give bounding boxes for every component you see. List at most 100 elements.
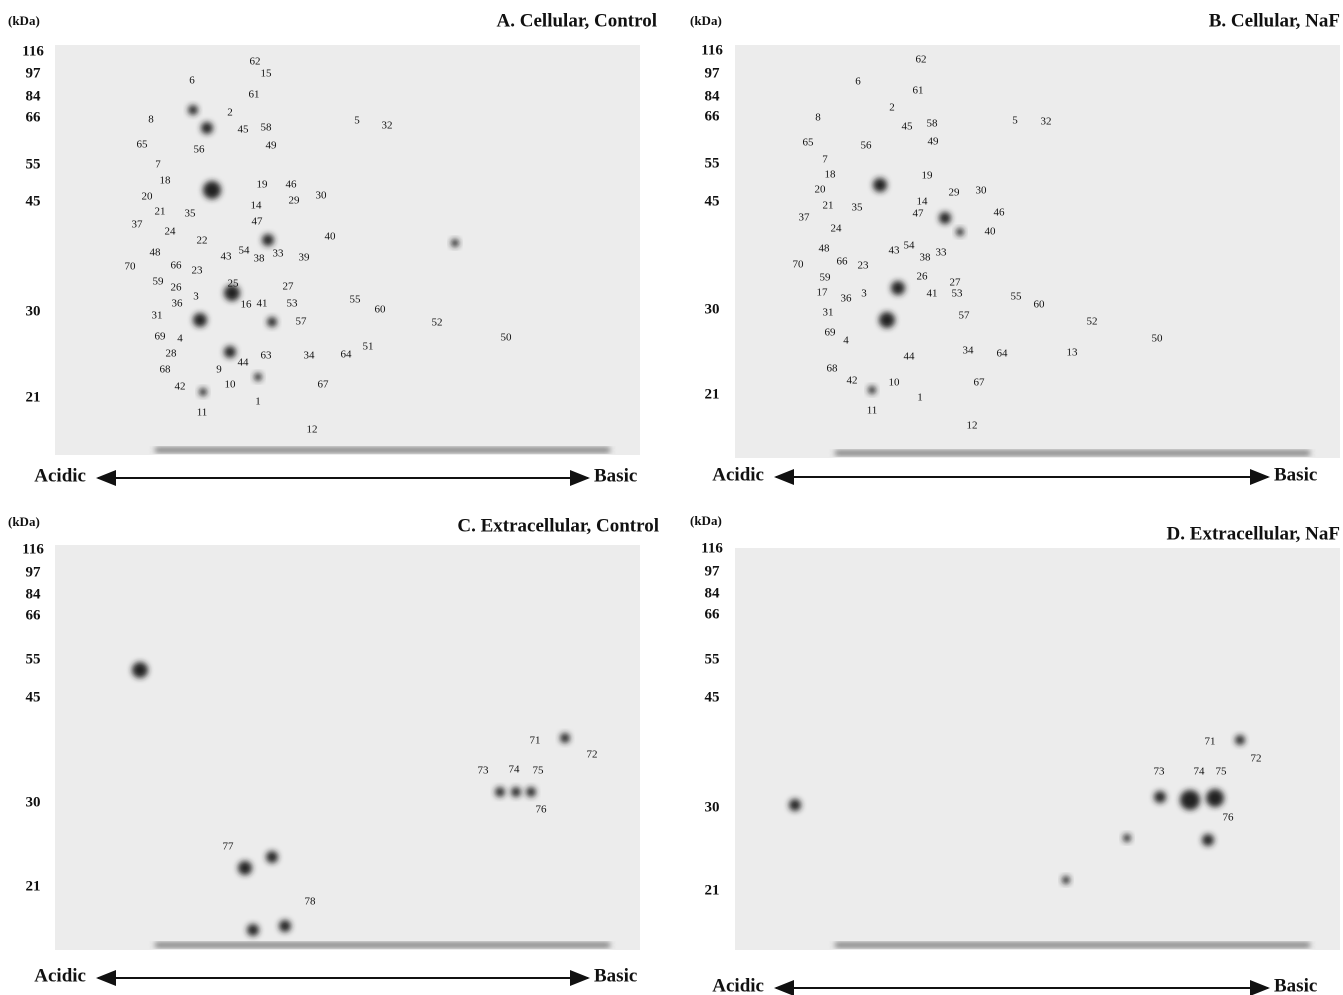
spot-label: 58 xyxy=(927,118,939,130)
mw-marker: 30 xyxy=(705,301,720,317)
gel-bottom xyxy=(155,943,610,947)
panel-title: B. Cellular, NaF xyxy=(1209,10,1340,31)
spot-label: 56 xyxy=(861,140,873,152)
spot-label: 72 xyxy=(1251,753,1262,765)
spot-label: 23 xyxy=(858,260,870,272)
mw-marker: 84 xyxy=(26,88,42,104)
mw-marker: 66 xyxy=(26,607,42,623)
spot xyxy=(891,281,905,295)
spot-label: 51 xyxy=(363,341,374,353)
spot-label: 3 xyxy=(861,288,867,300)
spot-label: 40 xyxy=(325,231,337,243)
spot-label: 37 xyxy=(132,219,144,231)
spot xyxy=(201,122,213,134)
mw-marker: 116 xyxy=(701,42,723,58)
spot-label: 27 xyxy=(283,281,295,293)
spot-label: 28 xyxy=(166,348,178,360)
spot-label: 73 xyxy=(1154,766,1166,778)
spot-label: 68 xyxy=(160,364,172,376)
spot-label: 43 xyxy=(221,251,233,263)
spot xyxy=(1123,834,1131,842)
acidic-label: Acidic xyxy=(34,465,86,486)
mw-marker: 84 xyxy=(705,585,721,601)
spot xyxy=(1062,876,1070,884)
spot-label: 49 xyxy=(928,136,940,148)
spot-label: 37 xyxy=(799,212,811,224)
spot-label: 44 xyxy=(238,357,250,369)
spot-label: 29 xyxy=(949,187,961,199)
spot xyxy=(199,388,207,396)
spot-label: 53 xyxy=(952,288,964,300)
gel-bottom xyxy=(835,943,1310,947)
spot-label: 11 xyxy=(867,405,878,417)
gel xyxy=(735,548,1340,950)
spot-label: 10 xyxy=(889,377,901,389)
spot-label: 49 xyxy=(266,140,278,152)
spot-label: 55 xyxy=(1011,291,1023,303)
spot xyxy=(132,662,148,678)
mw-marker: 116 xyxy=(701,540,723,556)
spot xyxy=(238,861,252,875)
spot-label: 36 xyxy=(841,293,853,305)
spot xyxy=(279,920,291,932)
spot-label: 2 xyxy=(889,102,895,114)
mw-marker: 45 xyxy=(705,193,720,209)
spot-label: 50 xyxy=(1152,333,1164,345)
spot-label: 60 xyxy=(375,304,387,316)
acidic-label: Acidic xyxy=(712,464,764,485)
spot-label: 66 xyxy=(837,256,849,268)
gel-bottom xyxy=(835,451,1310,455)
mw-marker: 55 xyxy=(705,651,720,667)
spot xyxy=(193,313,207,327)
spot-label: 2 xyxy=(227,107,233,119)
spot-label: 17 xyxy=(817,287,829,299)
spot xyxy=(262,234,274,246)
mw-marker: 30 xyxy=(705,799,720,815)
mw-marker: 21 xyxy=(705,882,720,898)
mw-marker: 30 xyxy=(26,303,41,319)
spot-label: 75 xyxy=(533,765,545,777)
spot-label: 74 xyxy=(1194,766,1206,778)
mw-marker: 97 xyxy=(705,65,721,81)
spot-label: 73 xyxy=(478,765,490,777)
spot-label: 29 xyxy=(289,195,301,207)
spot-label: 59 xyxy=(820,272,832,284)
spot xyxy=(1235,735,1245,745)
spot-label: 30 xyxy=(316,190,328,202)
spot xyxy=(188,105,198,115)
spot-label: 55 xyxy=(350,294,362,306)
spot-label: 52 xyxy=(432,317,443,329)
spot-label: 26 xyxy=(171,282,183,294)
spot-label: 39 xyxy=(299,252,311,264)
spot-label: 48 xyxy=(819,243,831,255)
gel xyxy=(55,545,640,950)
spot-label: 27 xyxy=(950,277,962,289)
basic-label: Basic xyxy=(594,965,637,986)
spot-label: 1 xyxy=(917,392,923,404)
spot-label: 31 xyxy=(823,307,834,319)
spot xyxy=(1154,791,1166,803)
spot xyxy=(956,228,964,236)
spot-label: 38 xyxy=(920,252,932,264)
spot xyxy=(511,787,521,797)
spot-label: 43 xyxy=(889,245,901,257)
spot xyxy=(224,285,240,301)
spot xyxy=(873,178,887,192)
basic-label: Basic xyxy=(594,465,637,486)
spot-label: 78 xyxy=(305,896,317,908)
spot-label: 16 xyxy=(241,299,253,311)
mw-marker: 21 xyxy=(26,878,41,894)
spot-label: 54 xyxy=(239,245,251,257)
mw-marker: 55 xyxy=(26,651,41,667)
spot-label: 68 xyxy=(827,363,839,375)
spot-label: 24 xyxy=(165,226,177,238)
mw-marker: 21 xyxy=(26,389,41,405)
spot-label: 34 xyxy=(963,345,975,357)
unit-label: (kDa) xyxy=(8,13,40,28)
acidic-label: Acidic xyxy=(34,965,86,986)
spot xyxy=(451,239,459,247)
spot-label: 1 xyxy=(255,396,261,408)
spot-label: 74 xyxy=(509,764,521,776)
spot-label: 33 xyxy=(273,248,285,260)
